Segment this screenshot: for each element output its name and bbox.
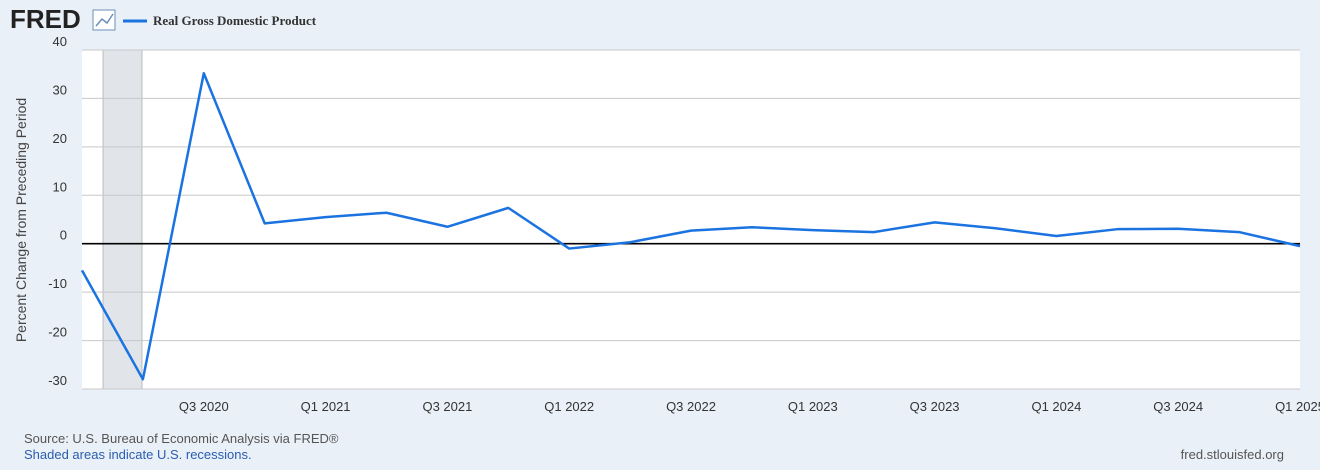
y-tick-label: -20 (48, 325, 67, 340)
x-tick-label: Q3 2021 (422, 399, 472, 414)
logo: FRED (10, 4, 81, 34)
recession-shade (102, 49, 143, 390)
y-tick-label: 30 (53, 82, 67, 97)
legend-label: Real Gross Domestic Product (153, 13, 317, 28)
source: Source: U.S. Bureau of Economic Analysis… (24, 431, 339, 446)
y-tick-label: 10 (53, 179, 67, 194)
x-tick-label: Q3 2022 (666, 399, 716, 414)
x-tick-label: Q1 2023 (788, 399, 838, 414)
y-tick-label: 40 (53, 34, 67, 49)
y-tick-label: -30 (48, 373, 67, 388)
plot-area (82, 50, 1300, 389)
y-tick-label: 0 (60, 228, 67, 243)
x-tick-label: Q1 2024 (1031, 399, 1081, 414)
x-tick-label: Q1 2022 (544, 399, 594, 414)
recession-note: Shaded areas indicate U.S. recessions. (24, 447, 252, 462)
x-tick-label: Q3 2024 (1153, 399, 1203, 414)
y-tick-label: 20 (53, 131, 67, 146)
logo-icon (92, 9, 116, 31)
x-tick-label: Q1 2025 (1275, 399, 1320, 414)
x-tick-label: Q1 2021 (301, 399, 351, 414)
y-axis-label: Percent Change from Preceding Period (13, 98, 29, 342)
site-url: fred.stlouisfed.org (1181, 447, 1284, 462)
data-line (80, 71, 1301, 381)
y-tick-label: -10 (48, 276, 67, 291)
x-tick-label: Q3 2023 (910, 399, 960, 414)
x-tick-label: Q3 2020 (179, 399, 229, 414)
